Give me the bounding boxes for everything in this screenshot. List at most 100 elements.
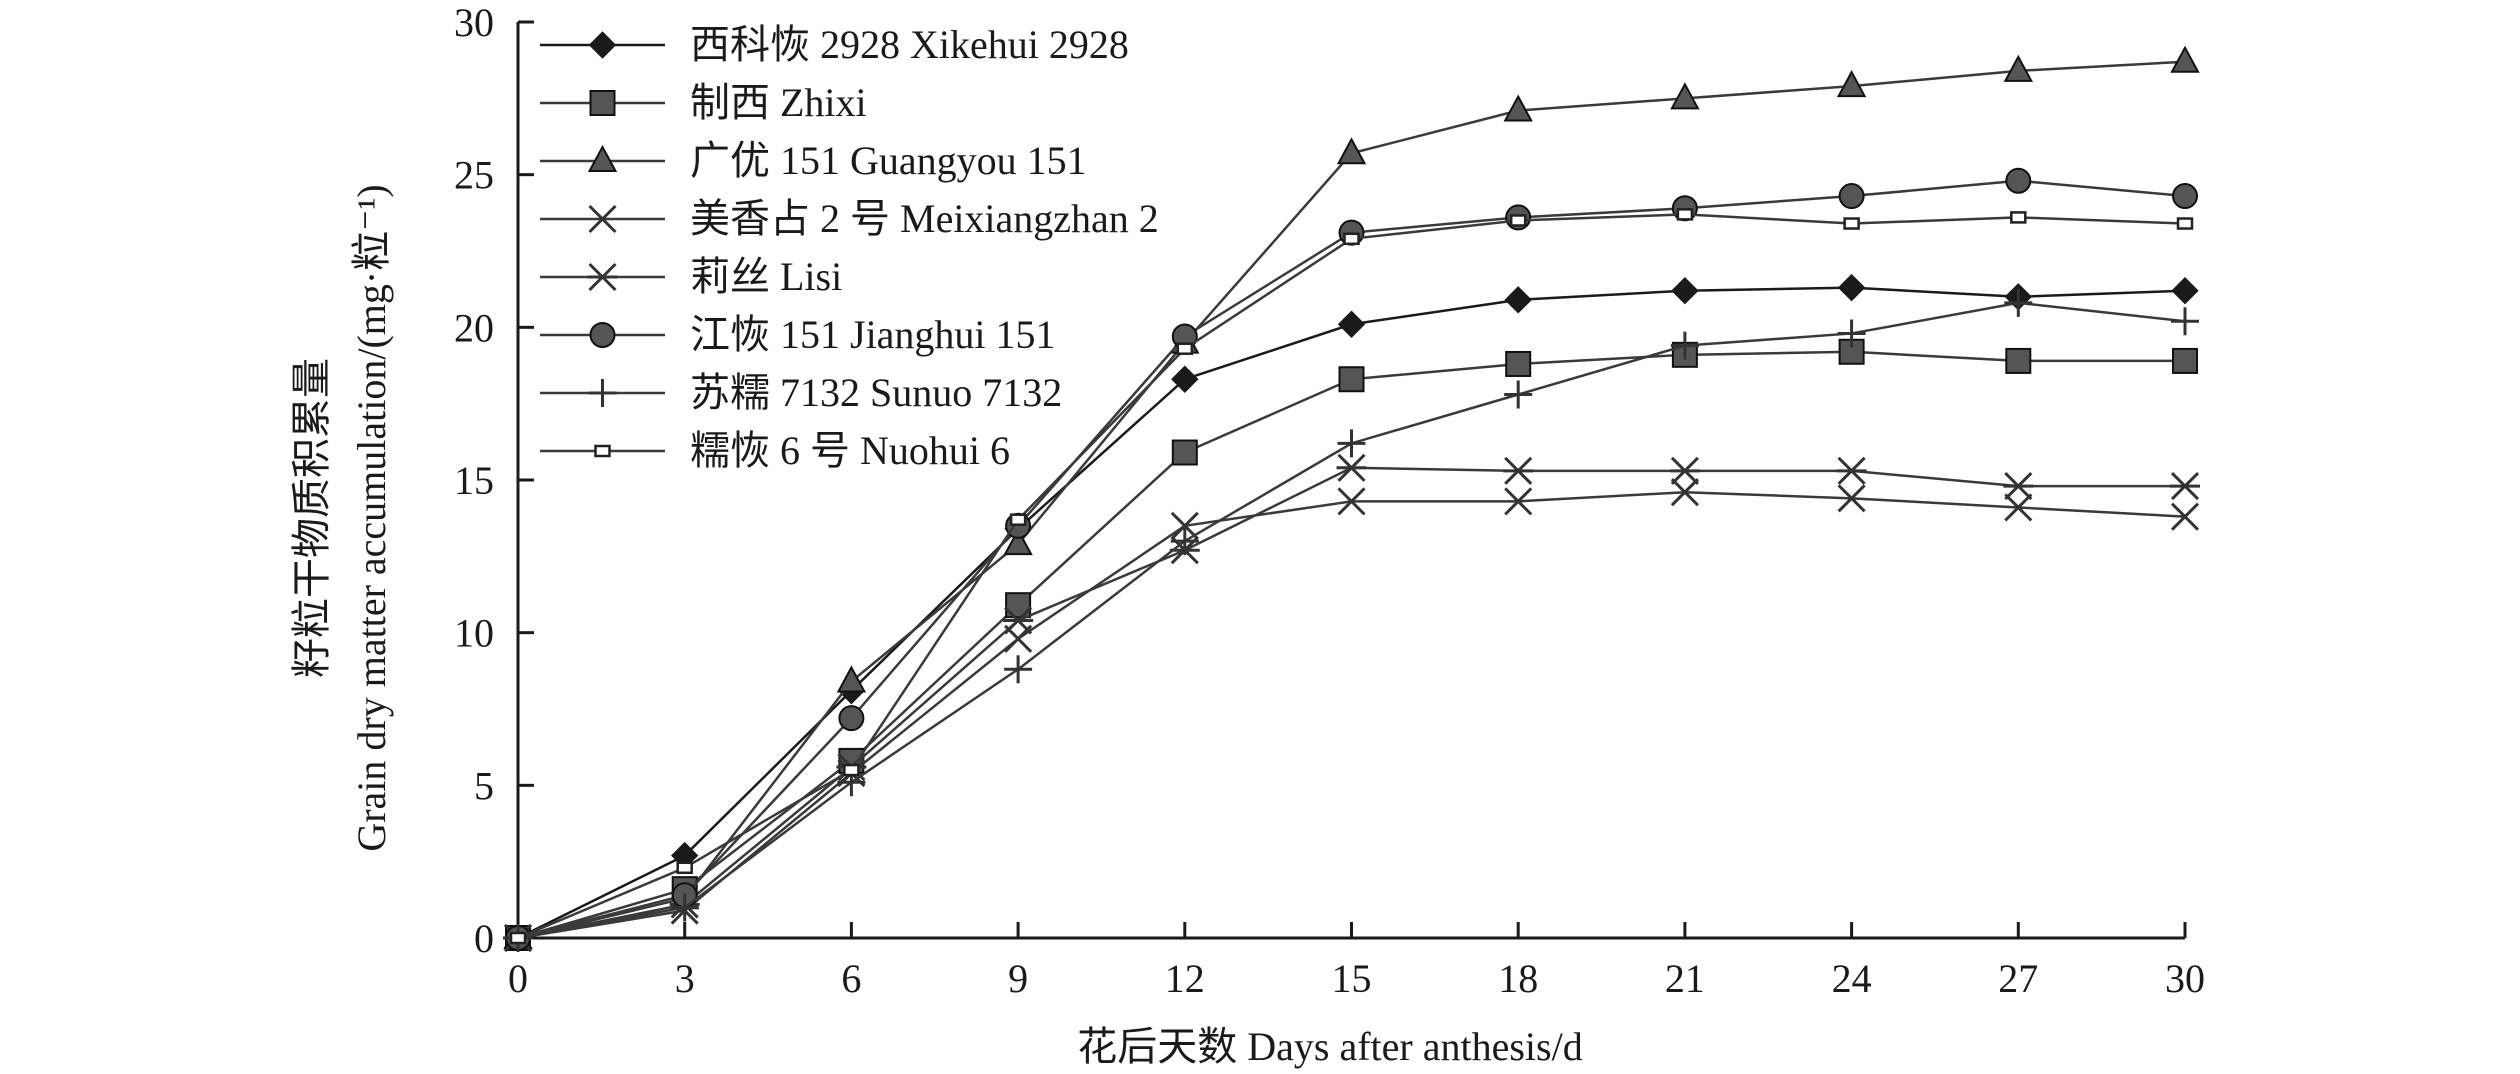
y-tick-label: 30 <box>454 0 494 45</box>
data-point <box>1003 528 1033 556</box>
data-point <box>2003 472 2034 501</box>
legend-label: 苏糯 7132 Sunuo 7132 <box>690 370 1062 415</box>
data-point <box>1337 487 1366 516</box>
x-tick-label: 9 <box>1008 956 1028 1001</box>
data-point <box>1669 456 1700 485</box>
data-point <box>1837 319 1866 348</box>
data-point <box>2005 347 2032 374</box>
data-point <box>1003 606 1034 635</box>
data-point <box>2005 167 2032 194</box>
data-point <box>1009 513 1027 526</box>
data-point <box>1503 456 1534 485</box>
data-point <box>1837 484 1866 513</box>
legend-label: 广优 151 Guangyou 151 <box>690 138 1087 183</box>
legend-item: 美香占 2 号 Meixiangzhan 2 <box>540 196 1159 241</box>
data-point <box>2176 217 2194 230</box>
legend-item: 广优 151 Guangyou 151 <box>540 138 1087 183</box>
data-point <box>843 763 860 777</box>
data-point <box>670 893 699 922</box>
data-point <box>2171 276 2199 305</box>
data-point <box>2170 45 2200 73</box>
y-tick-label: 25 <box>454 153 494 198</box>
data-point <box>2003 54 2033 82</box>
axes: 0 3 6 9 12 15 18 21 24 27 30 0 5 10 15 20 25 30 <box>454 0 2205 1001</box>
data-point <box>1004 655 1033 684</box>
data-point <box>1170 511 1199 540</box>
x-tick-label: 12 <box>1165 956 1205 1001</box>
series-line <box>517 466 2185 940</box>
data-point <box>1676 208 1694 221</box>
data-point <box>1836 456 1867 485</box>
data-point <box>1837 273 1866 302</box>
data-point <box>1836 70 1867 98</box>
legend-marker <box>588 204 617 234</box>
y-tick-label: 15 <box>454 458 494 503</box>
data-point <box>1505 350 1532 377</box>
x-tick-label: 0 <box>508 956 528 1001</box>
y-tick-label: 10 <box>454 611 494 656</box>
legend-marker <box>588 31 617 59</box>
data-point <box>1670 478 1699 507</box>
x-tick-label: 6 <box>841 956 861 1001</box>
data-point <box>1171 365 1199 393</box>
y-axis-title-line1: 籽粒干物质积累量 <box>289 358 334 678</box>
data-point <box>1171 439 1198 466</box>
legend-label: 莉丝 Lisi <box>690 254 842 299</box>
series-3 <box>503 478 2200 953</box>
data-point <box>1336 453 1367 482</box>
legend-marker <box>594 444 611 458</box>
legend-label: 西科恢 2928 Xikehui 2928 <box>690 22 1129 67</box>
legend-item: 西科恢 2928 Xikehui 2928 <box>540 22 1129 67</box>
x-tick-label: 27 <box>1998 956 2038 1001</box>
data-point <box>1671 276 1699 305</box>
legend-item: 苏糯 7132 Sunuo 7132 <box>540 370 1062 415</box>
data-point <box>1509 214 1527 227</box>
data-point <box>1338 366 1365 393</box>
data-point <box>2170 472 2200 501</box>
legend-marker <box>589 322 616 348</box>
legend-marker <box>589 90 616 116</box>
data-point <box>1843 217 1860 230</box>
data-point <box>2172 183 2198 210</box>
legend-label: 糯恢 6 号 Nuohui 6 <box>690 428 1010 473</box>
data-point <box>2170 502 2200 531</box>
data-point <box>1343 232 1360 246</box>
data-point <box>2004 288 2033 317</box>
data-point <box>1337 310 1366 338</box>
legend: 西科恢 2928 Xikehui 2928 制西 Zhixi 广优 151 Guan… <box>540 22 1159 473</box>
legend-label: 制西 Zhixi <box>690 80 867 125</box>
legend-item: 江恢 151 Jianghui 151 <box>540 312 1056 357</box>
data-point <box>509 931 527 945</box>
data-point <box>676 861 693 875</box>
legend-item: 制西 Zhixi <box>540 80 867 125</box>
data-point <box>1670 331 1699 360</box>
data-point <box>1503 94 1533 122</box>
data-point <box>836 665 867 693</box>
x-tick-label: 24 <box>1832 956 1872 1001</box>
series-7 <box>509 208 2194 945</box>
x-tick-label: 30 <box>2165 956 2205 1001</box>
x-axis-title: 花后天数 Days after anthesis/d <box>1077 1024 1582 1069</box>
legend-label: 江恢 151 Jianghui 151 <box>690 312 1056 357</box>
series-4 <box>503 453 2200 953</box>
data-point <box>838 705 865 732</box>
data-point <box>1504 380 1533 409</box>
data-point <box>2004 493 2033 522</box>
data-point <box>2171 307 2199 336</box>
x-tick-label: 15 <box>1332 956 1372 1001</box>
x-tick-label: 3 <box>675 956 695 1001</box>
data-point <box>1838 183 1865 210</box>
legend-item: 莉丝 Lisi <box>540 254 842 299</box>
y-tick-label: 5 <box>474 763 494 808</box>
series-6 <box>504 288 2199 952</box>
series-line <box>517 490 2186 940</box>
x-tick-label: 21 <box>1665 956 1705 1001</box>
data-point <box>1336 137 1367 165</box>
plot-area <box>503 45 2200 953</box>
data-point <box>1337 429 1366 458</box>
y-tick-label: 0 <box>474 916 494 961</box>
legend-label: 美香占 2 号 Meixiangzhan 2 <box>690 196 1159 241</box>
data-point <box>1504 286 1532 314</box>
legend-marker <box>588 379 617 407</box>
